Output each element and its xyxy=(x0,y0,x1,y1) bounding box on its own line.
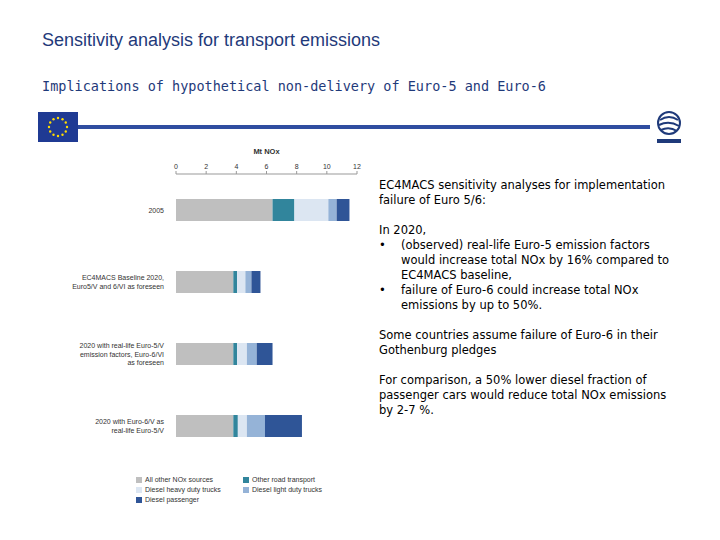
svg-text:2020 with real-life Euro-5/Vem: 2020 with real-life Euro-5/Vemission fac… xyxy=(80,342,165,366)
svg-text:8: 8 xyxy=(295,163,299,170)
html-text:In 2020,: In 2020, xyxy=(379,223,427,237)
html-text:Other road transport: Other road transport xyxy=(252,476,315,483)
html-text:Implications of hypothetical n: Implications of hypothetical non-deliver… xyxy=(42,78,546,94)
svg-text:2005: 2005 xyxy=(148,207,164,214)
svg-text:EC4MACS Baseline 2020,Euro5/V: EC4MACS Baseline 2020,Euro5/V and 6/VI a… xyxy=(72,274,164,290)
svg-text:12: 12 xyxy=(353,163,361,170)
svg-text:2020 with Euro-6/V asreal-life: 2020 with Euro-6/V asreal-life Euro-5/V xyxy=(95,418,164,434)
svg-text:6: 6 xyxy=(265,163,269,170)
html-text:Mt NOx: Mt NOx xyxy=(253,147,280,156)
html-text:EC4MACS sensitivity analyses f: EC4MACS sensitivity analyses for impleme… xyxy=(379,178,666,207)
html-text:Sensitivity analysis for trans: Sensitivity analysis for transport emiss… xyxy=(42,30,381,50)
svg-text:4: 4 xyxy=(234,163,238,170)
html-text:Some countries assume failure: Some countries assume failure of Euro-6 … xyxy=(379,328,658,357)
html-text:(observed) real-life Euro-5 em: (observed) real-life Euro-5 emission fac… xyxy=(401,238,669,282)
html-text:For comparison, a 50% lower di: For comparison, a 50% lower diesel fract… xyxy=(379,373,667,417)
html-text:Diesel light duty trucks: Diesel light duty trucks xyxy=(252,486,322,493)
html-text:Diesel passenger: Diesel passenger xyxy=(145,496,200,503)
html-text:Diesel heavy duty trucks: Diesel heavy duty trucks xyxy=(145,486,221,493)
svg-text:10: 10 xyxy=(323,163,331,170)
html-text:failure of Euro-6 could increa: failure of Euro-6 could increase total N… xyxy=(401,283,639,312)
svg-text:0: 0 xyxy=(174,163,178,170)
html-text:All other NOx sources: All other NOx sources xyxy=(145,476,214,483)
svg-text:2: 2 xyxy=(204,163,208,170)
